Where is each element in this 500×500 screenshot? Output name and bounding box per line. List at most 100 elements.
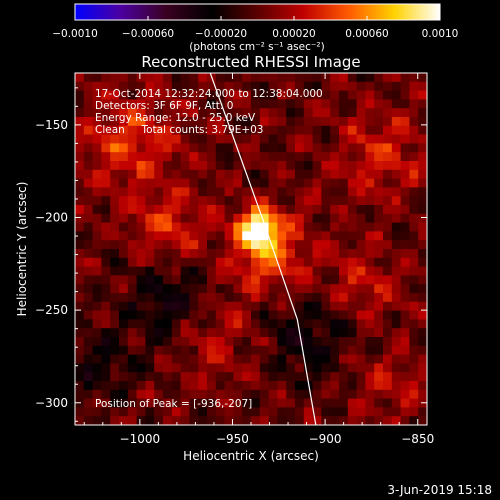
heatmap-cell [145,266,155,276]
heatmap-cell [215,161,225,171]
heatmap-cell [101,354,111,364]
heatmap-cell [365,143,375,153]
heatmap-cell [312,293,322,303]
heatmap-cell [180,293,190,303]
heatmap-cell [101,90,111,100]
heatmap-cell [110,416,120,425]
heatmap-cell [286,416,296,425]
heatmap-cell [374,354,384,364]
heatmap-cell [180,319,190,329]
heatmap-cell [127,134,137,144]
heatmap-cell [365,407,375,417]
heatmap-cell [286,249,296,259]
heatmap-cell [233,275,243,285]
heatmap-cell [92,205,102,215]
heatmap-cell [110,266,120,276]
heatmap-cell [198,196,208,206]
heatmap-cell [110,178,120,188]
heatmap-cell [286,178,296,188]
heatmap-cell [119,328,129,338]
heatmap-cell [119,398,129,408]
heatmap-cell [242,407,252,417]
heatmap-cell [356,73,366,83]
heatmap-cell [171,381,181,391]
heatmap-cell [374,99,384,109]
heatmap-cell [215,187,225,197]
heatmap-cell [215,407,225,417]
heatmap-cell [224,363,234,373]
heatmap-cell [163,196,173,206]
heatmap-cell [312,284,322,294]
heatmap-cell [321,363,331,373]
heatmap-cell [101,81,111,91]
heatmap-cell [198,143,208,153]
heatmap-cell [101,73,111,83]
heatmap-cell [101,266,111,276]
heatmap-cell [233,143,243,153]
heatmap-cell [391,187,401,197]
heatmap-cell [163,416,173,425]
heatmap-cell [110,73,120,83]
heatmap-cell [321,328,331,338]
heatmap-cell [110,345,120,355]
heatmap-cell [207,187,217,197]
heatmap-cell [189,407,199,417]
heatmap-cell [198,354,208,364]
heatmap-cell [374,205,384,215]
heatmap-cell [163,337,173,347]
heatmap-cell [400,81,410,91]
heatmap-cell [418,416,427,425]
heatmap-cell [242,134,252,144]
heatmap-cell [268,125,278,135]
heatmap-cell [83,196,93,206]
heatmap-cell [356,345,366,355]
heatmap-cell [101,407,111,417]
heatmap-cell [400,416,410,425]
heatmap-cell [391,407,401,417]
heatmap-cell [119,275,129,285]
heatmap-cell [110,381,120,391]
heatmap-cell [224,90,234,100]
y-axis-label: Heliocentric Y (arcsec) [15,182,29,317]
heatmap-cell [154,134,164,144]
heatmap-cell [92,345,102,355]
heatmap-cell [83,345,93,355]
heatmap-cell [75,328,85,338]
heatmap-cell [339,73,349,83]
heatmap-cell [163,152,173,162]
heatmap-cell [154,328,164,338]
heatmap-cell [286,99,296,109]
heatmap-cell [268,345,278,355]
heatmap-cell [312,381,322,391]
heatmap-cell [198,398,208,408]
heatmap-cell [83,213,93,223]
heatmap-cell [189,363,199,373]
heatmap-cell [224,187,234,197]
heatmap-cell [330,328,340,338]
heatmap-cell [268,73,278,83]
heatmap-cell [312,90,322,100]
heatmap-cell [163,73,173,83]
heatmap-cell [418,90,427,100]
heatmap-cell [365,187,375,197]
heatmap-cell [145,293,155,303]
heatmap-cell [242,319,252,329]
heatmap-cell [180,416,190,425]
heatmap-cell [312,161,322,171]
heatmap-cell [259,125,269,135]
heatmap-cell [356,99,366,109]
heatmap-cell [251,187,261,197]
heatmap-cell [189,257,199,267]
heatmap-cell [277,293,287,303]
heatmap-cell [409,345,419,355]
heatmap-cell [312,398,322,408]
heatmap-cell [180,196,190,206]
heatmap-cell [163,266,173,276]
heatmap-cell [356,363,366,373]
heatmap-cell [321,125,331,135]
heatmap-cell [409,416,419,425]
heatmap-cell [92,240,102,250]
heatmap-cell [303,205,313,215]
heatmap-cell [171,328,181,338]
heatmap-cell [163,354,173,364]
